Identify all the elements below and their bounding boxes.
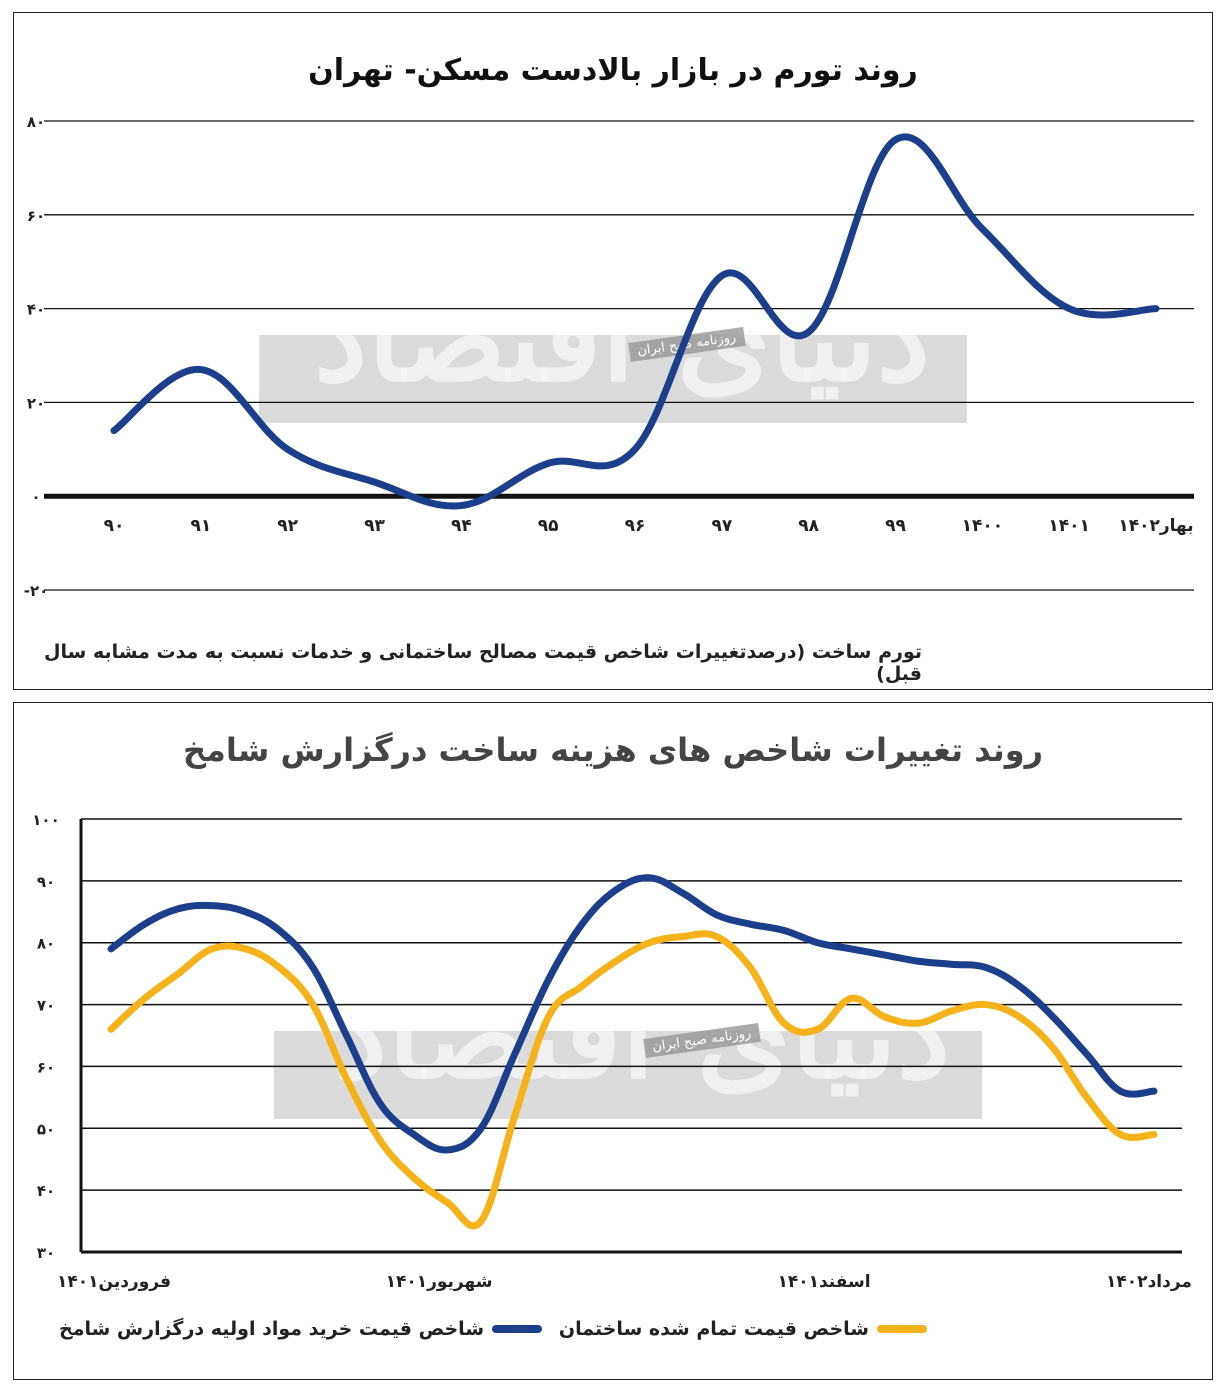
legend-label-blue: شاخص قیمت خرید مواد اولیه درگزارش شامخ: [59, 1318, 484, 1340]
legend-item-blue: شاخص قیمت خرید مواد اولیه درگزارش شامخ: [59, 1318, 542, 1340]
chart-title: روند تورم در بازار بالادست مسکن- تهران: [308, 53, 918, 88]
y-tick-label: ۵۰: [37, 1120, 55, 1138]
series-line-building-cost: [107, 930, 1158, 1230]
watermark-box: [274, 1031, 982, 1119]
x-tick-label: شهریور۱۴۰۱: [386, 1272, 493, 1292]
series-line-construction-inflation: [110, 133, 1160, 510]
y-tick-label: ۹۰: [37, 873, 55, 891]
x-tick-label: ۹۴: [451, 516, 472, 536]
y-tick-label: ۸۰: [37, 935, 55, 953]
top-chart-canvas: ۸۰ ۶۰ ۴۰ ۲۰ ۰ -۲۰ ۹۰ ۹۱ ۹۲ ۹۳ ۹۴ ۹۵ ۹۶ ۹۷ ۹۸ ۹۹ ۱۴۰۰ ۱۴۰۱…: [24, 113, 1194, 600]
x-tick-label: مرداد۱۴۰۲: [1106, 1272, 1192, 1292]
chart-title: روند تغییرات شاخص های هزینه ساخت درگزارش…: [182, 731, 1044, 769]
x-tick-label: ۹۶: [625, 516, 646, 536]
y-tick-label: ۴۰: [37, 1182, 55, 1200]
x-tick-label: ۱۴۰۱: [1048, 516, 1090, 536]
x-tick-label: ۹۹: [885, 516, 906, 536]
x-tick-label: ۹۳: [364, 516, 385, 536]
legend-item-orange: شاخص قیمت تمام شده ساختمان: [559, 1318, 927, 1340]
y-tick-label: ۶۰: [27, 207, 45, 225]
y-tick-label: ۱۰۰: [32, 811, 59, 829]
y-tick-label: ۴۰: [27, 301, 45, 319]
x-tick-label: ۹۸: [798, 516, 819, 536]
watermark-logo: دنیای اقتصاد: [334, 965, 951, 1106]
y-tick-label: ۶۰: [37, 1058, 55, 1076]
x-tick-label: اسفند۱۴۰۱: [777, 1272, 870, 1292]
x-tick-label: ۹۰: [104, 516, 125, 536]
x-tick-label: ۹۵: [538, 516, 559, 536]
legend-swatch-orange: [877, 1325, 927, 1333]
x-tick-label: بهار۱۴۰۲: [1118, 516, 1193, 536]
legend-swatch-blue: [492, 1325, 542, 1333]
chart-footnote: تورم ساخت (درصدتغییرات شاخص قیمت مصالح س…: [44, 641, 922, 685]
series-line-raw-material-price: [107, 874, 1158, 1154]
y-tick-label: ۰: [31, 488, 40, 506]
legend-label-orange: شاخص قیمت تمام شده ساختمان: [558, 1318, 869, 1340]
y-tick-label: ۸۰: [27, 113, 45, 131]
y-tick-label: ۲۰: [27, 394, 45, 412]
x-tick-label: ۹۲: [277, 516, 298, 536]
x-tick-label: فروردین۱۴۰۱: [57, 1272, 171, 1292]
watermark-logo: دنیای اقتصاد: [314, 268, 931, 409]
x-tick-label: ۹۷: [711, 516, 732, 536]
x-tick-label: ۱۴۰۰: [962, 516, 1004, 536]
y-tick-label: -۲۰: [24, 582, 49, 600]
y-tick-label: ۳۰: [37, 1244, 55, 1262]
chart-panel-bottom: دنیای اقتصاد روزنامه صبح ایران روند تغیی…: [13, 702, 1213, 1380]
x-tick-label: ۹۱: [190, 516, 211, 536]
chart-panel-top: دنیای اقتصاد روزنامه صبح ایران روند تورم…: [13, 12, 1213, 690]
y-tick-label: ۷۰: [37, 997, 55, 1015]
watermark-box: [259, 335, 967, 423]
